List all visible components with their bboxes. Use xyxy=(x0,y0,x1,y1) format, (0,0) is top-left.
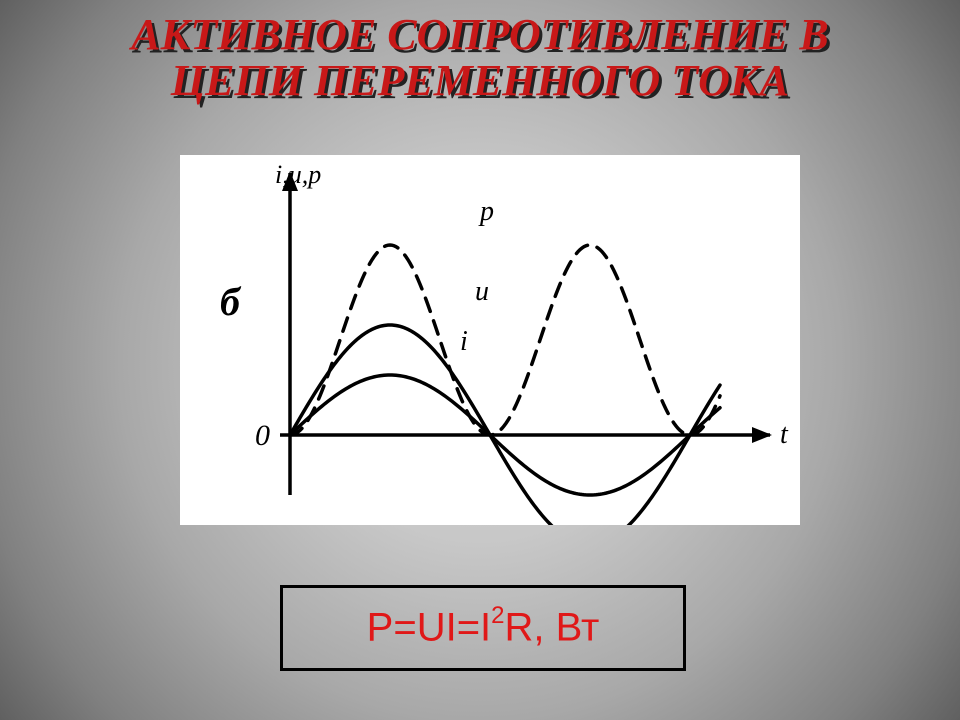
label-x-axis: t xyxy=(780,419,789,450)
label-origin: 0 xyxy=(255,419,270,452)
title-line1: АКТИВНОЕ СОПРОТИВЛЕНИЕ В xyxy=(131,10,829,59)
label-p: p xyxy=(478,196,494,227)
formula-part2: R, Вт xyxy=(505,606,600,650)
formula-part1: P=UI=I xyxy=(367,606,492,650)
formula-box: P=UI=I2R, Вт xyxy=(280,585,686,671)
graph-panel: i,u,p б 0 t p ui xyxy=(180,155,800,525)
label-i: i xyxy=(460,326,468,357)
graph-svg: i,u,p б 0 t p ui xyxy=(180,155,800,525)
formula-superscript: 2 xyxy=(491,602,504,629)
slide-title: АКТИВНОЕ СОПРОТИВЛЕНИЕ В АКТИВНОЕ СОПРОТ… xyxy=(0,12,960,104)
label-y-axis: i,u,p xyxy=(275,160,321,189)
formula-text: P=UI=I2R, Вт xyxy=(367,605,600,650)
slide: АКТИВНОЕ СОПРОТИВЛЕНИЕ В АКТИВНОЕ СОПРОТ… xyxy=(0,0,960,720)
title-line2: ЦЕПИ ПЕРЕМЕННОГО ТОКА xyxy=(171,56,789,105)
label-panel: б xyxy=(220,279,242,324)
label-u: u xyxy=(475,276,489,307)
